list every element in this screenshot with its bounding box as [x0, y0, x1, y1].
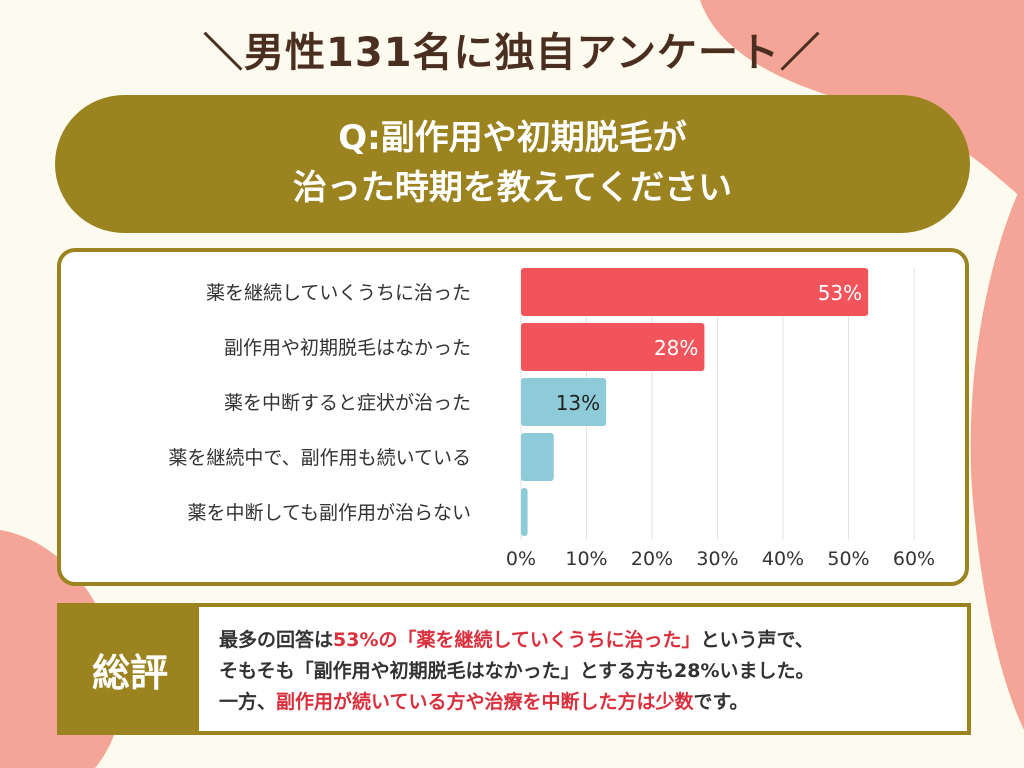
- x-tick-label: 10%: [565, 548, 607, 570]
- x-tick-label: 20%: [631, 548, 673, 570]
- x-tick-label: 60%: [893, 548, 935, 570]
- summary-label: 総評: [91, 650, 168, 695]
- bar-chart: 0% 10% 20% 30% 40% 50% 60% 薬を継続していくうちに治った 53% 副作用…: [168, 268, 935, 570]
- bar: [521, 268, 869, 316]
- x-tick-label: 40%: [762, 548, 804, 570]
- category-label: 薬を中断すると症状が治った: [224, 392, 471, 414]
- bar: [521, 323, 705, 371]
- summary-text-part: です。: [693, 691, 749, 713]
- question-line-2: 治った時期を教えてください: [292, 168, 733, 208]
- x-tick-label: 50%: [827, 548, 869, 570]
- summary-highlight: 53%の「薬を継続していくうちに治った」: [333, 629, 701, 651]
- data-label: 28%: [654, 336, 698, 360]
- x-tick-label: 0%: [506, 548, 536, 570]
- bar: [521, 433, 554, 481]
- chart-box: 0% 10% 20% 30% 40% 50% 60% 薬を継続していくうちに治った 53% 副作用…: [57, 248, 969, 586]
- summary-text-part: という声で、: [700, 629, 814, 651]
- decor-blob-right: [970, 180, 1024, 730]
- data-label: 13%: [556, 391, 600, 415]
- question-line-1: Q:副作用や初期脱毛が: [338, 118, 687, 158]
- summary-highlight: 副作用が続いている方や治療を中断した方は少数: [276, 691, 694, 713]
- survey-title: ＼男性131名に独自アンケート／: [203, 30, 821, 76]
- summary-box: 総評 最多の回答は53%の「薬を継続していくうちに治った」という声で、 そもそも…: [57, 603, 971, 735]
- summary-text: 最多の回答は53%の「薬を継続していくうちに治った」という声で、 そもそも「副作…: [199, 607, 967, 731]
- summary-text-line: そもそも「副作用や初期脱毛はなかった」とする方も28%いました。: [219, 660, 815, 682]
- bar: [521, 488, 528, 536]
- category-label: 薬を継続していくうちに治った: [206, 282, 471, 304]
- category-label: 薬を中断しても副作用が治らない: [188, 502, 471, 524]
- category-label: 薬を継続中で、副作用も続いている: [168, 447, 471, 469]
- question-banner: Q:副作用や初期脱毛が 治った時期を教えてください: [55, 95, 970, 233]
- x-tick-label: 30%: [696, 548, 738, 570]
- bar: [521, 378, 607, 426]
- summary-text-part: 最多の回答は: [219, 629, 334, 651]
- data-label: 53%: [818, 281, 862, 305]
- summary-text-part: 一方、: [219, 691, 277, 713]
- category-label: 副作用や初期脱毛はなかった: [224, 337, 471, 359]
